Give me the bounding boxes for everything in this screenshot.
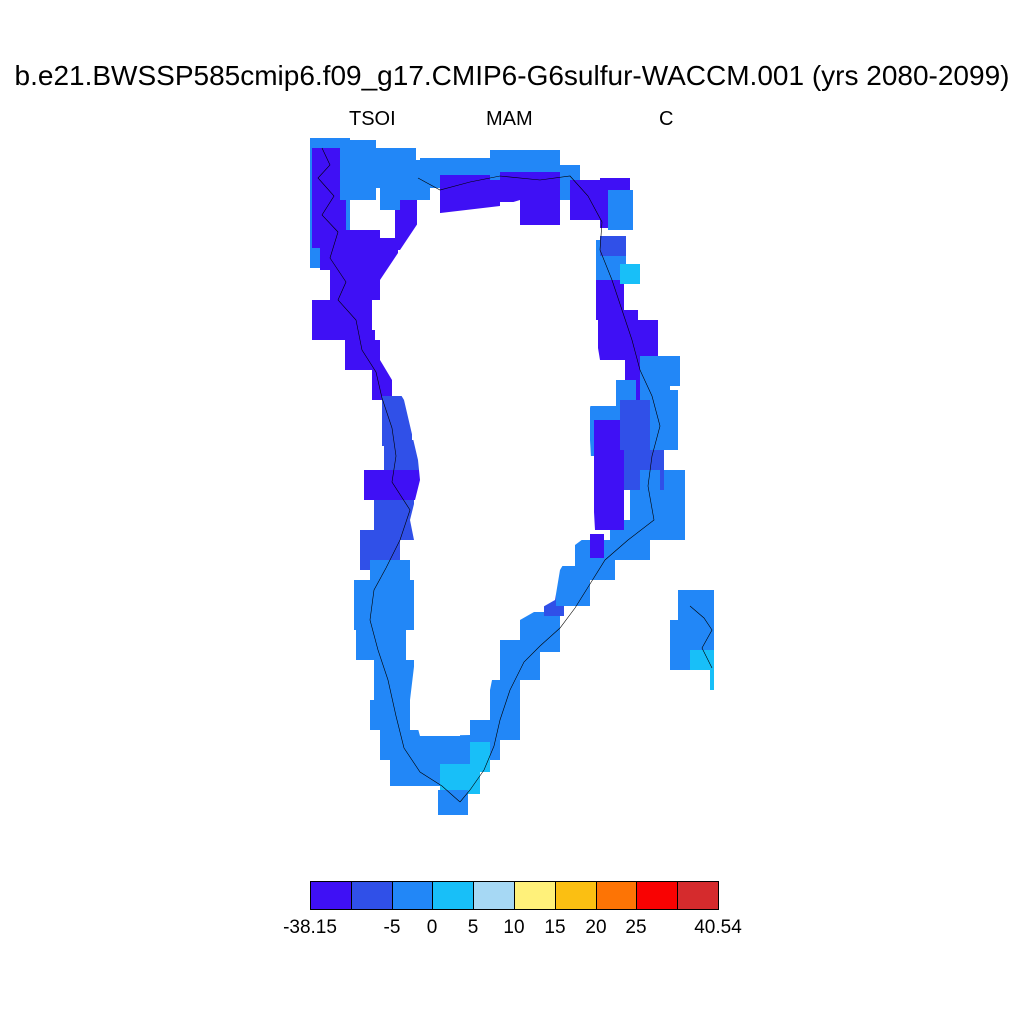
colorbar-tick-label: -38.15 bbox=[283, 917, 337, 938]
grid-cell bbox=[600, 236, 626, 256]
grid-cell bbox=[590, 534, 604, 558]
grid-cell bbox=[520, 612, 560, 652]
grid-cell bbox=[490, 680, 520, 740]
season-label: MAM bbox=[486, 108, 533, 130]
plot-title: b.e21.BWSSP585cmip6.f09_g17.CMIP6-G6sulf… bbox=[14, 60, 1010, 91]
grid-cell bbox=[340, 140, 376, 200]
coastline-iceland bbox=[689, 605, 713, 669]
grid-cell bbox=[710, 660, 714, 690]
grid-cell bbox=[690, 650, 714, 670]
colorbar-tick-label: 40.54 bbox=[694, 917, 742, 938]
grid-cell bbox=[620, 264, 640, 284]
grid-cell bbox=[354, 580, 414, 630]
colorbar-tick-label: -5 bbox=[383, 917, 401, 938]
coastline-east bbox=[417, 175, 661, 803]
grid-cell bbox=[438, 790, 468, 815]
colorbar-swatch bbox=[350, 881, 393, 910]
colorbar-swatch bbox=[595, 881, 638, 910]
variable-label: TSOI bbox=[349, 108, 396, 130]
colorbar-swatch bbox=[636, 881, 679, 910]
grid-cell bbox=[640, 470, 660, 500]
colorbar-swatch bbox=[473, 881, 515, 910]
grid-cell bbox=[380, 180, 400, 210]
map-grid-cells bbox=[310, 138, 714, 815]
coastline bbox=[317, 147, 713, 803]
grid-cell bbox=[594, 450, 624, 530]
grid-cell bbox=[470, 742, 490, 772]
grid-cell bbox=[345, 330, 375, 370]
ice-sheet-mask bbox=[380, 200, 600, 736]
colorbar-swatch bbox=[432, 881, 475, 910]
colorbar-swatch bbox=[310, 881, 352, 910]
colorbar-tick-label: 5 bbox=[467, 917, 479, 938]
colorbar-tick-label: 0 bbox=[426, 917, 438, 938]
colorbar-tick-label: 25 bbox=[625, 917, 647, 938]
colorbar-swatch bbox=[677, 881, 719, 910]
grid-cell bbox=[608, 190, 633, 230]
colorbar-tick-label: 15 bbox=[544, 917, 566, 938]
colorbar-swatch bbox=[554, 881, 597, 910]
colorbar-tick-label: 10 bbox=[503, 917, 525, 938]
units-label: C bbox=[659, 108, 674, 130]
grid-cell bbox=[356, 630, 406, 660]
coastline-west bbox=[317, 147, 461, 803]
colorbar-tick-label: 20 bbox=[585, 917, 607, 938]
grid-cell bbox=[370, 700, 410, 730]
colorbar-swatch bbox=[514, 881, 556, 910]
grid-cell bbox=[374, 660, 414, 700]
grid-cell bbox=[660, 356, 680, 386]
grid-cell bbox=[330, 260, 380, 300]
grid-cell bbox=[520, 180, 560, 225]
grid-cell bbox=[650, 390, 678, 450]
colorbar-swatch bbox=[391, 881, 434, 910]
